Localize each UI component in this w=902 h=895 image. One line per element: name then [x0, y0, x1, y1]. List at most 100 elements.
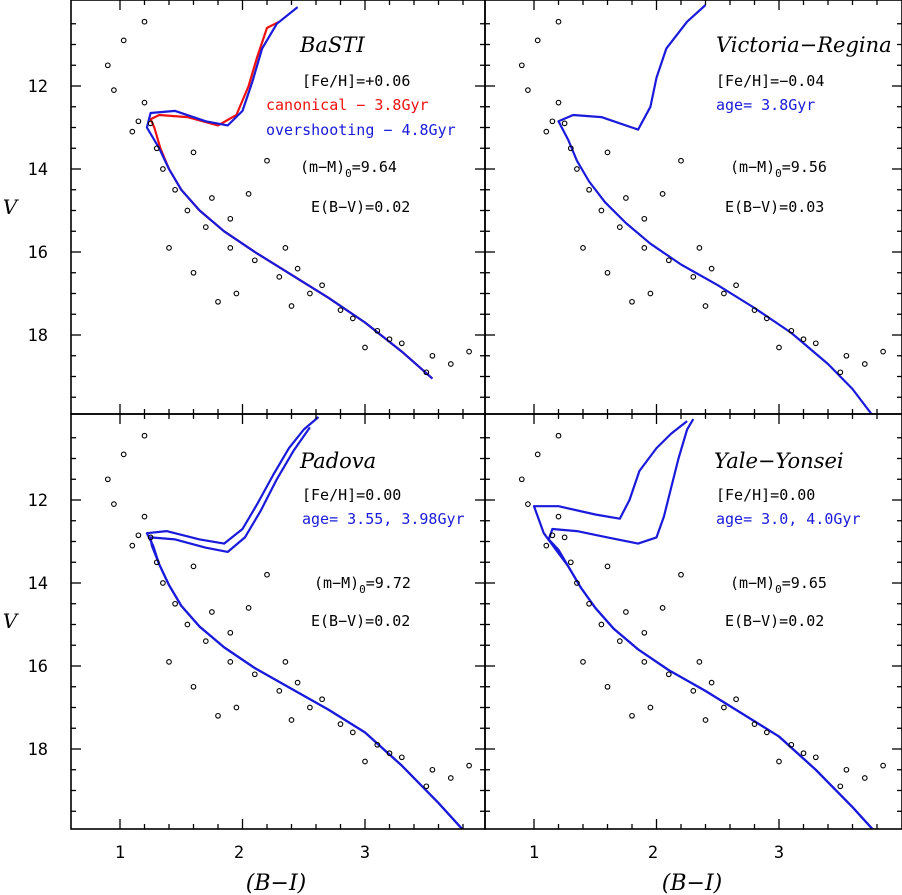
- reddening-label: E(B−V)=0.02: [725, 612, 824, 630]
- star-point: [518, 62, 525, 69]
- star-point: [282, 659, 289, 665]
- star-point: [141, 99, 148, 106]
- star-point: [172, 186, 178, 193]
- star-point: [733, 696, 739, 703]
- x-tick-label: 1: [115, 843, 125, 863]
- star-point: [574, 580, 580, 586]
- x-tick-label: 3: [360, 843, 370, 863]
- star-point: [623, 609, 629, 615]
- y-tick-label: 16: [28, 243, 48, 263]
- star-point: [111, 87, 117, 93]
- star-point: [788, 327, 795, 334]
- reddening-label: E(B−V)=0.03: [725, 198, 824, 216]
- star-point: [604, 149, 611, 156]
- star-point: [549, 532, 556, 539]
- star-point: [733, 282, 739, 289]
- star-point: [555, 18, 562, 25]
- star-point: [561, 120, 568, 127]
- star-point: [555, 513, 562, 520]
- star-point: [429, 766, 436, 773]
- age-label-canonical: canonical − 3.8Gyr: [266, 96, 429, 114]
- y-tick-label: 12: [28, 491, 48, 511]
- star-point: [665, 671, 672, 678]
- star-point: [227, 215, 234, 222]
- star-point: [629, 712, 635, 719]
- panel-yale-yonsei: Yale−Yonsei [Fe/H]=0.00 age= 3.0, 4.0Gyr…: [518, 418, 886, 829]
- star-point: [349, 729, 356, 736]
- star-point: [788, 741, 795, 748]
- star-point: [598, 621, 605, 628]
- star-point: [880, 348, 886, 355]
- star-points-layer: [104, 432, 472, 790]
- star-point: [374, 741, 381, 748]
- star-point: [349, 315, 356, 322]
- star-point: [135, 118, 142, 125]
- star-point: [120, 37, 127, 44]
- star-point: [751, 721, 758, 727]
- star-point: [215, 298, 221, 305]
- star-point: [586, 186, 592, 193]
- star-point: [190, 269, 197, 276]
- star-point: [282, 245, 289, 251]
- star-point: [543, 128, 550, 135]
- star-point: [307, 704, 313, 711]
- star-point: [641, 215, 648, 222]
- star-point: [190, 683, 197, 690]
- star-point: [251, 257, 258, 264]
- star-point: [659, 605, 666, 611]
- distance-modulus-label: (m−M)0=9.64: [300, 158, 397, 180]
- star-point: [604, 269, 611, 276]
- star-point: [362, 758, 368, 765]
- star-point: [574, 166, 580, 172]
- star-point: [812, 340, 819, 347]
- isochrone-line: [145, 6, 434, 380]
- panel-frame: [70, 0, 486, 415]
- star-point: [264, 157, 270, 164]
- star-point: [641, 245, 648, 251]
- isochrone-layer: [145, 6, 434, 380]
- star-point: [702, 717, 709, 723]
- star-point: [800, 750, 807, 757]
- reddening-label: E(B−V)=0.02: [311, 198, 410, 216]
- star-point: [534, 451, 541, 458]
- star-point: [466, 348, 472, 355]
- star-point: [429, 352, 436, 359]
- star-point: [880, 762, 886, 769]
- panel-padova: Padova [Fe/H]=0.00 age= 3.55, 3.98Gyr (m…: [104, 416, 472, 829]
- feh-label: [Fe/H]=0.00: [302, 486, 401, 504]
- star-point: [598, 207, 605, 214]
- star-point: [721, 290, 727, 297]
- star-point: [586, 600, 592, 607]
- star-point: [678, 157, 684, 164]
- star-point: [264, 571, 270, 578]
- star-point: [567, 559, 574, 566]
- star-point: [215, 712, 221, 719]
- star-point: [386, 336, 393, 343]
- star-point: [184, 621, 191, 628]
- star-point: [160, 166, 166, 172]
- isochrone-line: [547, 418, 874, 829]
- y-tick-label: 18: [28, 740, 48, 760]
- y-axis-title-top: V: [3, 195, 20, 219]
- star-point: [665, 257, 672, 264]
- star-point: [423, 369, 430, 376]
- isochrone-layer: [145, 416, 464, 829]
- star-point: [135, 532, 142, 539]
- star-point: [837, 783, 844, 790]
- star-point: [647, 290, 654, 297]
- star-point: [861, 361, 868, 367]
- reddening-label: E(B−V)=0.02: [311, 612, 410, 630]
- star-point: [227, 245, 234, 251]
- star-point: [776, 344, 782, 351]
- star-point: [776, 758, 782, 765]
- star-point: [319, 282, 325, 289]
- star-point: [190, 149, 197, 156]
- x-tick-label: 3: [774, 843, 784, 863]
- axes-frames: [70, 0, 902, 830]
- star-point: [580, 245, 586, 251]
- feh-label: [Fe/H]=−0.04: [716, 72, 824, 90]
- star-point: [843, 352, 850, 359]
- star-point: [580, 659, 586, 665]
- star-point: [466, 762, 472, 769]
- star-point: [604, 563, 611, 570]
